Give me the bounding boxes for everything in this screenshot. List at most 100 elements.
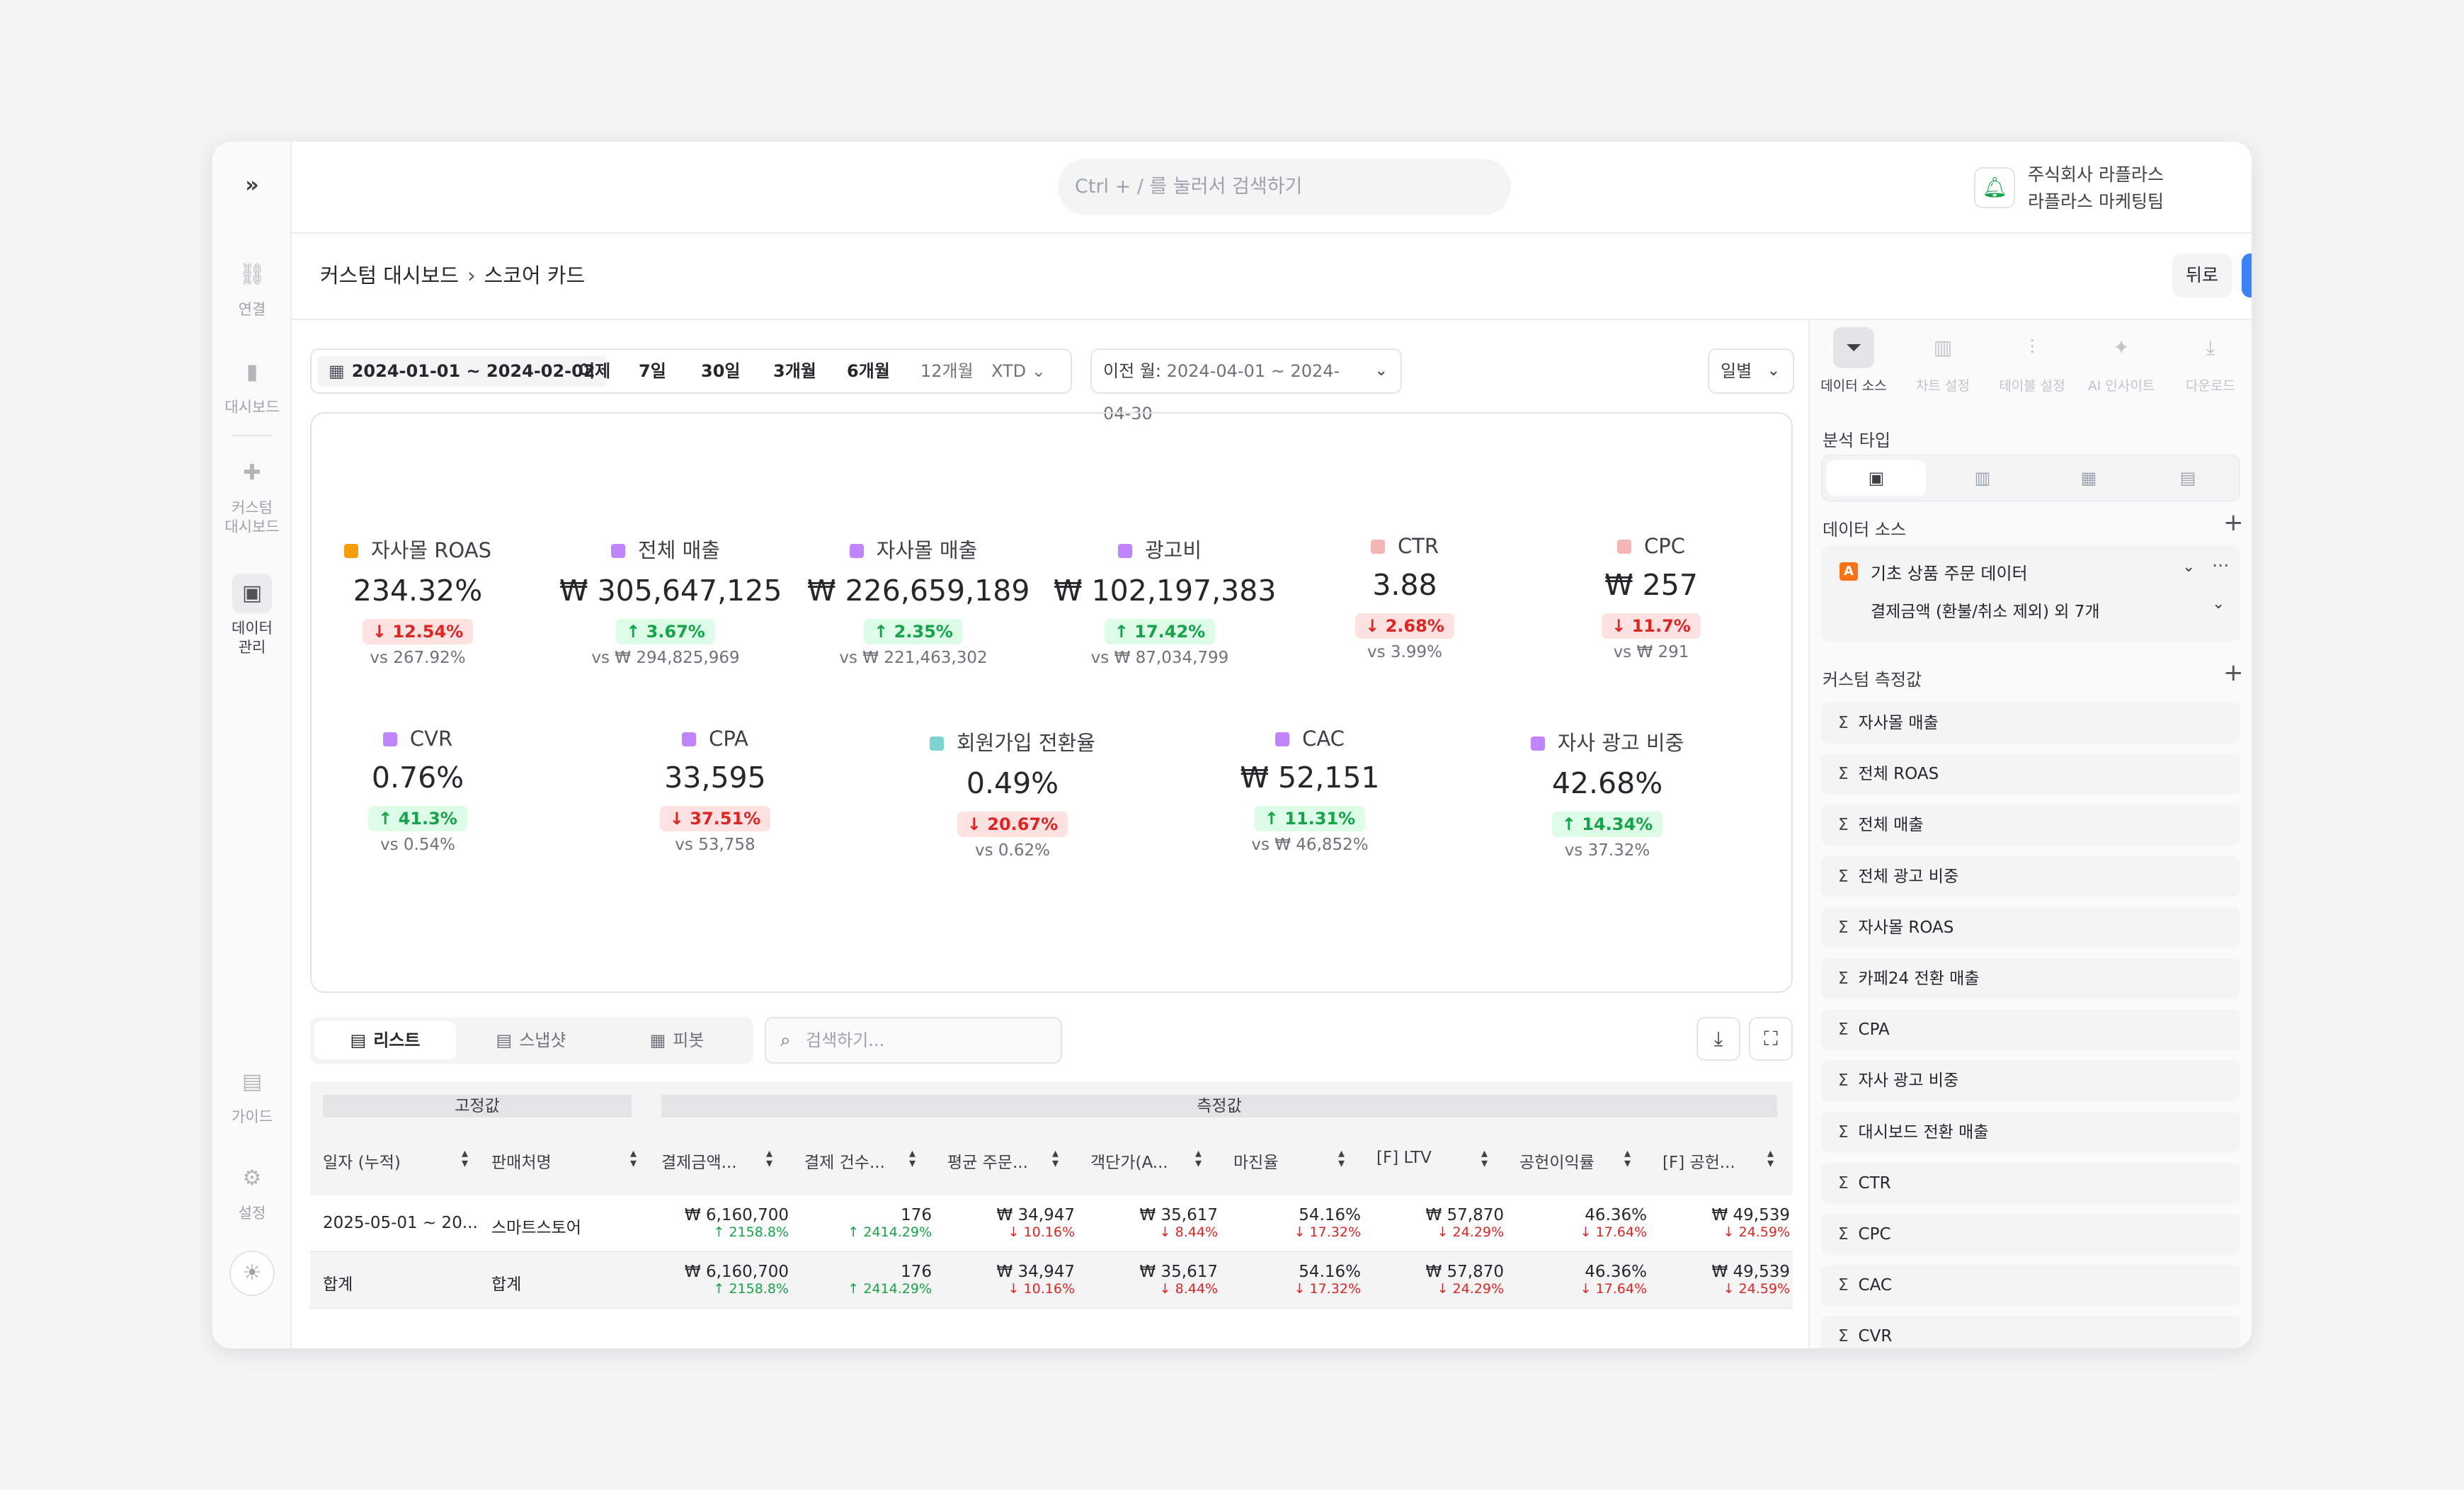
source-fields[interactable]: 결제금액 (환불/취소 제외) 외 7개 <box>1871 603 2100 621</box>
kpi-color-dot <box>611 544 626 558</box>
tab-ai-insight[interactable]: ✦ AI 인사이트 <box>2077 327 2165 394</box>
measure-item[interactable]: Σ CVR <box>1821 1316 2240 1348</box>
download-icon[interactable]: ⤓ <box>1696 1017 1740 1061</box>
cell-delta-value: 8.44% <box>1175 1281 1218 1297</box>
tab-list[interactable]: ▤ 리스트 <box>314 1021 456 1059</box>
rail-item-dashboard[interactable]: ▮ 대시보드 <box>212 353 292 417</box>
column-header[interactable]: [F] LTV <box>1376 1149 1432 1167</box>
column-header[interactable]: 평균 주문... <box>947 1154 1028 1172</box>
data-source-card[interactable]: A 기초 상품 주문 데이터 결제금액 (환불/취소 제외) 외 7개 ⌄ ⋯ … <box>1821 545 2240 642</box>
compare-period-select[interactable]: 이전 월: 2024-04-01 ~ 2024-04-30 ⌄ <box>1090 348 1402 423</box>
measure-item[interactable]: Σ 전체 광고 비중 <box>1821 855 2240 897</box>
date-range-picker[interactable]: ▦ 2024-01-01 ~ 2024-02-02 <box>317 356 607 387</box>
kpi-change-badge: ↑ 17.42% <box>1104 619 1216 644</box>
rail-item-guide[interactable]: ▤ 가이드 <box>212 1062 292 1127</box>
arrow-down-icon: ↓ <box>669 809 684 829</box>
sort-icon[interactable]: ▴ ▾ <box>1338 1146 1345 1171</box>
fullscreen-icon[interactable]: ⛶ <box>1749 1017 1793 1061</box>
preset-xtd[interactable]: XTD ⌄ <box>991 356 1046 387</box>
tab-table-settings[interactable]: ⫶ 테이블 설정 <box>1988 327 2076 394</box>
column-header[interactable]: 마진율 <box>1233 1154 1279 1172</box>
preset-30d[interactable]: 30일 <box>701 361 741 381</box>
column-header[interactable]: 결제금액... <box>661 1154 737 1172</box>
measure-label: CPC <box>1858 1225 1891 1244</box>
measure-item[interactable]: Σ CPA <box>1821 1009 2240 1051</box>
rail-item-custom-dashboard[interactable]: ✚ 커스텀 대시보드 <box>212 453 292 537</box>
cell-delta: ↓ 8.44% <box>1090 1282 1218 1296</box>
preset-yesterday[interactable]: 어제 <box>579 361 611 381</box>
measure-item[interactable]: Σ 자사몰 ROAS <box>1821 906 2240 948</box>
tab-data-source[interactable]: ⏷ 데이터 소스 <box>1810 327 1898 394</box>
analysis-type-selector: ▣ ▥ ▦ ▤ <box>1821 455 2240 501</box>
expand-icon[interactable]: » <box>245 173 259 198</box>
cell-value: 54.16% <box>1299 1263 1361 1281</box>
measure-item[interactable]: Σ CAC <box>1821 1265 2240 1307</box>
preset-7d[interactable]: 7일 <box>639 361 666 381</box>
measure-item[interactable]: Σ 전체 ROAS <box>1821 753 2240 795</box>
data-source-title: 데이터 소스 <box>1823 520 1907 540</box>
column-header[interactable]: 공헌이익률 <box>1519 1154 1595 1172</box>
rail-item-settings[interactable]: ⚙ 설정 <box>212 1159 292 1223</box>
tab-snapshot[interactable]: ▤ 스냅샷 <box>460 1021 602 1059</box>
sort-icon[interactable]: ▴ ▾ <box>630 1146 637 1171</box>
table-row: 2025-05-01 ~ 20... 스마트스토어 ₩ 6,160,700 ↑ 215… <box>310 1195 1793 1252</box>
sort-icon[interactable]: ▴ ▾ <box>1195 1146 1202 1171</box>
cell-delta-value: 24.29% <box>1452 1224 1504 1240</box>
more-icon[interactable]: ⋯ <box>2212 555 2229 575</box>
cell-measure: ₩ 49,539 ↓ 24.59% <box>1662 1205 1790 1239</box>
sort-icon[interactable]: ▴ ▾ <box>1767 1146 1774 1171</box>
measure-item[interactable]: Σ 전체 매출 <box>1821 804 2240 846</box>
back-button[interactable]: 뒤로 <box>2172 254 2232 297</box>
tab-pivot[interactable]: ▦ 피봇 <box>606 1021 748 1059</box>
theme-toggle-sun-icon[interactable]: ☀ <box>229 1251 275 1296</box>
bell-icon[interactable]: 🔔︎ <box>1974 167 2015 208</box>
kpi-change-badge: ↑ 11.31% <box>1254 806 1366 831</box>
bar-type-icon[interactable]: ▥ <box>1974 468 1991 488</box>
preset-6m[interactable]: 6개월 <box>847 361 890 381</box>
save-button[interactable]: 저장 <box>2242 254 2252 297</box>
account-info[interactable]: 주식회사 라플라스 라플라스 마케팅팀 <box>2028 161 2164 215</box>
measure-item[interactable]: Σ 대시보드 전환 매출 <box>1821 1111 2240 1153</box>
add-measure-plus-icon[interactable]: + <box>2223 659 2244 687</box>
scorecard-type-icon[interactable]: ▣ <box>1827 460 1926 496</box>
arrow-down-icon: ↓ <box>1580 1224 1592 1240</box>
sort-icon[interactable]: ▴ ▾ <box>1481 1146 1488 1171</box>
sort-icon[interactable]: ▴ ▾ <box>1624 1146 1631 1171</box>
measure-item[interactable]: Σ 자사몰 매출 <box>1821 703 2240 744</box>
global-search-input[interactable]: Ctrl + / 를 눌러서 검색하기 <box>1058 159 1511 215</box>
tab-download[interactable]: ⤓ 다운로드 <box>2167 327 2252 394</box>
sort-icon[interactable]: ▴ ▾ <box>766 1146 773 1171</box>
measure-item[interactable]: Σ CPC <box>1821 1214 2240 1255</box>
tab-chart-settings[interactable]: ▥ 차트 설정 <box>1899 327 1987 394</box>
rail-item-connect[interactable]: ⛓ 연결 <box>212 255 292 319</box>
table-type-icon[interactable]: ▦ <box>2080 468 2097 488</box>
granularity-select[interactable]: 일별 ⌄ <box>1708 348 1794 394</box>
preset-3m[interactable]: 3개월 <box>773 361 816 381</box>
pivot-type-icon[interactable]: ▤ <box>2179 468 2196 488</box>
add-data-source-plus-icon[interactable]: + <box>2223 508 2244 537</box>
cell-measure: ₩ 34,947 ↓ 10.16% <box>947 1262 1075 1296</box>
sort-icon[interactable]: ▴ ▾ <box>462 1146 469 1171</box>
rtab-label: AI 인사이트 <box>2087 378 2155 394</box>
measure-item[interactable]: Σ 카페24 전환 매출 <box>1821 958 2240 999</box>
measure-item[interactable]: Σ 자사 광고 비중 <box>1821 1060 2240 1102</box>
kpi-label-text: 전체 매출 <box>638 538 720 562</box>
sort-icon[interactable]: ▴ ▾ <box>1052 1146 1059 1171</box>
rail-item-data-management[interactable]: ▣ 데이터 관리 <box>212 574 292 657</box>
column-header[interactable]: 판매처명 <box>491 1154 552 1172</box>
sort-icon[interactable]: ▴ ▾ <box>909 1146 916 1171</box>
arrow-down-icon: ↓ <box>1612 616 1626 636</box>
table-search-input[interactable]: ⌕ 검색하기... <box>765 1017 1062 1064</box>
preset-12m[interactable]: 12개월 <box>920 361 974 381</box>
breadcrumb-parent[interactable]: 커스텀 대시보드 <box>320 263 459 288</box>
column-header[interactable]: 객단가(A... <box>1090 1154 1168 1172</box>
measure-label: 자사몰 ROAS <box>1858 918 1954 937</box>
column-header[interactable]: 결제 건수... <box>804 1154 885 1172</box>
rtab-label: 테이블 설정 <box>1999 378 2065 394</box>
column-header[interactable]: [F] 공헌... <box>1662 1154 1735 1172</box>
measure-item[interactable]: Σ CTR <box>1821 1162 2240 1204</box>
arrow-up-icon: ↑ <box>378 809 393 829</box>
chevron-down-icon[interactable]: ⌄ <box>2182 558 2196 576</box>
chevron-down-icon[interactable]: ⌄ <box>2212 595 2225 613</box>
column-header[interactable]: 일자 (누적) <box>323 1154 401 1172</box>
